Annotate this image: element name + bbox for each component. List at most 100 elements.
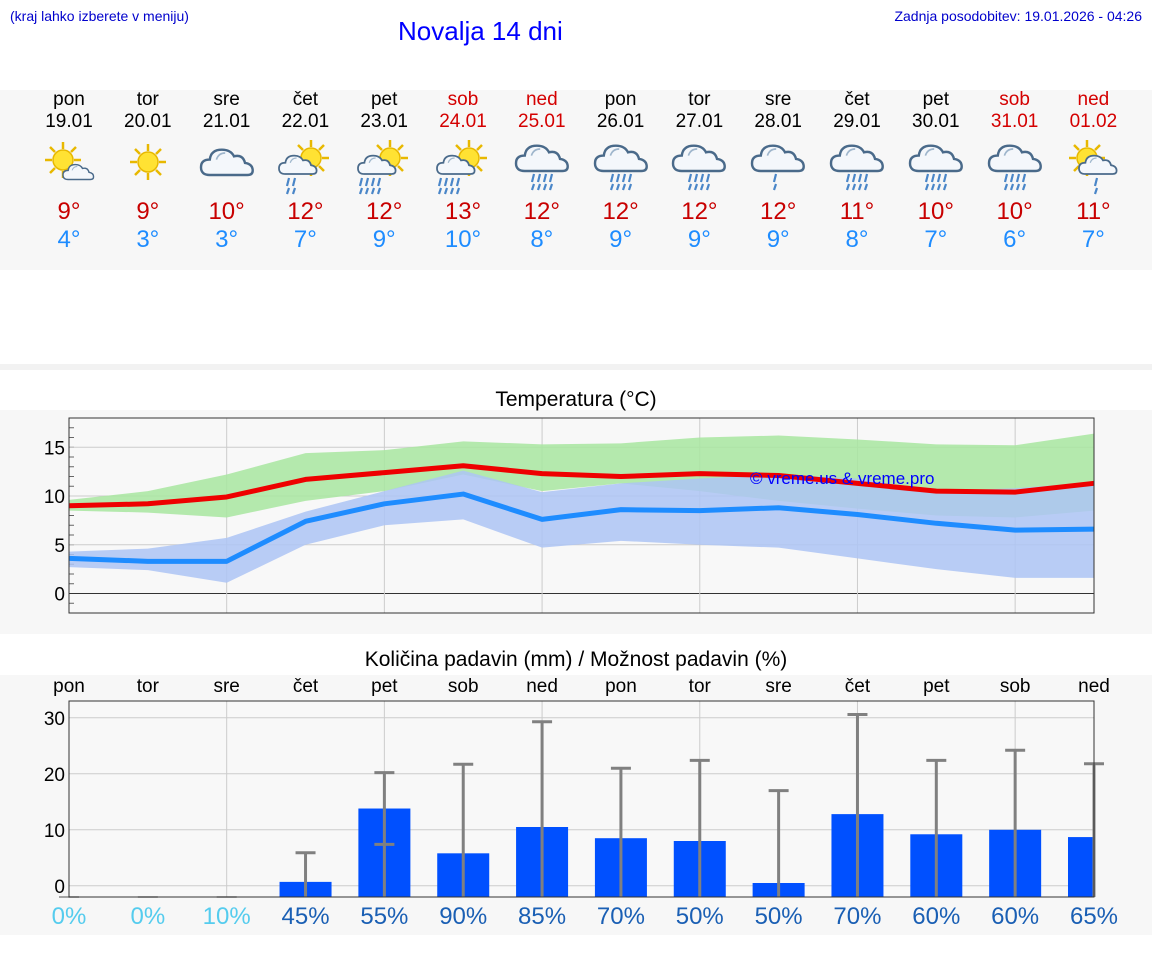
temp-min: 7° — [1081, 226, 1105, 253]
temp-max: 11° — [1076, 198, 1111, 225]
precip-probability: 70% — [596, 903, 645, 930]
day-name: pon — [604, 89, 637, 110]
max-temperature-line — [68, 463, 1095, 509]
day-date: 01.02 — [1069, 111, 1118, 132]
sun-heavy-rain-icon — [435, 138, 491, 196]
cloud-rain-icon — [671, 138, 727, 196]
temperature-chart: 0 5 10 15 © vreme.us & vreme.pro — [44, 417, 1095, 614]
precip-probability: 85% — [518, 903, 567, 930]
precip-day-label: pet — [371, 676, 398, 697]
precip-day-label: čet — [292, 676, 319, 697]
precip-probability: 90% — [439, 903, 488, 930]
day-name: ned — [525, 89, 558, 110]
sun-cloud-icon — [41, 138, 97, 196]
precip-probability: 55% — [360, 903, 409, 930]
temp-max: 12° — [681, 198, 718, 225]
temp-min: 9° — [609, 226, 633, 253]
temp-min: 6° — [1003, 226, 1027, 253]
temp-max: 12° — [602, 198, 639, 225]
precip-probability: 45% — [281, 903, 330, 930]
precipitation-bar — [1068, 837, 1094, 897]
day-name: tor — [688, 89, 711, 110]
temp-min: 9° — [687, 226, 711, 253]
day-date: 20.01 — [124, 111, 172, 132]
sun-heavy-rain-icon — [356, 138, 412, 196]
precip-probability: 50% — [675, 903, 724, 930]
sun-rain-icon — [277, 138, 333, 196]
divider — [0, 364, 1152, 370]
precip-day-label: ned — [1078, 676, 1110, 697]
precip-day-label: pon — [605, 676, 637, 697]
temp-max: 9° — [136, 198, 160, 225]
y-tick-label: 5 — [54, 536, 65, 557]
cloud-rain-icon — [593, 138, 649, 196]
temp-min: 8° — [845, 226, 869, 253]
day-name: čet — [844, 89, 870, 110]
cloud-rain-icon — [987, 138, 1043, 196]
y-tick-label: 15 — [44, 438, 65, 459]
last-updated: Zadnja posodobitev: 19.01.2026 - 04:26 — [894, 8, 1142, 24]
sun-icon — [120, 138, 176, 196]
y-tick-label: 0 — [54, 877, 65, 898]
precip-probability: 0% — [130, 903, 166, 930]
day-date: 30.01 — [912, 111, 960, 132]
day-date: 24.01 — [439, 111, 487, 132]
temp-max: 12° — [760, 198, 797, 225]
cloud-rain-icon — [829, 138, 885, 196]
sun-light-rain-icon — [1065, 138, 1121, 196]
day-date: 28.01 — [754, 111, 802, 132]
day-name: sre — [764, 89, 792, 110]
day-name: sob — [447, 89, 479, 110]
day-date: 19.01 — [45, 111, 93, 132]
precip-day-label: pon — [53, 676, 85, 697]
temp-min: 7° — [924, 226, 948, 253]
temp-min: 7° — [293, 226, 317, 253]
precip-day-label: pet — [923, 676, 950, 697]
precipitation-chart: 0 10 20 30 — [44, 700, 1104, 898]
day-name: čet — [292, 89, 319, 110]
day-date: 31.01 — [990, 111, 1039, 132]
precip-probability: 65% — [1069, 903, 1119, 930]
temp-max: 12° — [366, 198, 403, 225]
temp-min: 4° — [57, 226, 81, 253]
day-name: sre — [213, 89, 240, 110]
plot-frame — [68, 417, 1095, 614]
precip-probability: 0% — [51, 903, 87, 930]
cloud-light-rain-icon — [750, 138, 806, 196]
cloud-icon — [199, 138, 255, 196]
temp-min: 3° — [215, 226, 239, 253]
y-tick-label: 10 — [44, 487, 65, 508]
cloud-rain-icon — [514, 138, 570, 196]
precipitation-chart-title: Količina padavin (mm) / Možnost padavin … — [364, 648, 788, 671]
day-name: tor — [136, 89, 159, 110]
watermark: © vreme.us & vreme.pro — [750, 469, 934, 488]
precip-probability: 50% — [754, 903, 803, 930]
day-name: pet — [922, 89, 949, 110]
day-date: 26.01 — [596, 111, 645, 132]
cloud-rain-icon — [908, 138, 964, 196]
temp-min: 10° — [444, 226, 482, 253]
temp-max: 9° — [57, 198, 81, 225]
day-date: 22.01 — [281, 111, 330, 132]
temp-min: 9° — [766, 226, 790, 253]
plot-frame — [68, 700, 1095, 898]
region-note: (kraj lahko izberete v meniju) — [10, 8, 189, 24]
day-date: 25.01 — [518, 111, 566, 132]
precip-day-label: sob — [447, 676, 479, 697]
temp-max: 10° — [208, 198, 245, 225]
min-range-band — [69, 470, 1094, 583]
temperature-chart-title: Temperatura (°C) — [495, 388, 657, 411]
y-tick-label: 10 — [44, 821, 65, 842]
temp-max: 13° — [444, 198, 482, 225]
daily-forecast-panel — [0, 90, 1152, 270]
y-tick-label: 20 — [44, 765, 65, 786]
precip-day-label: sob — [999, 676, 1031, 697]
day-date: 21.01 — [202, 111, 251, 132]
day-name: pon — [53, 89, 85, 110]
precip-probability: 70% — [833, 903, 882, 930]
y-tick-label: 30 — [44, 709, 65, 730]
precip-day-label: čet — [844, 676, 871, 697]
temp-min: 3° — [136, 226, 160, 253]
day-date: 29.01 — [833, 111, 881, 132]
temp-max: 10° — [917, 198, 954, 225]
